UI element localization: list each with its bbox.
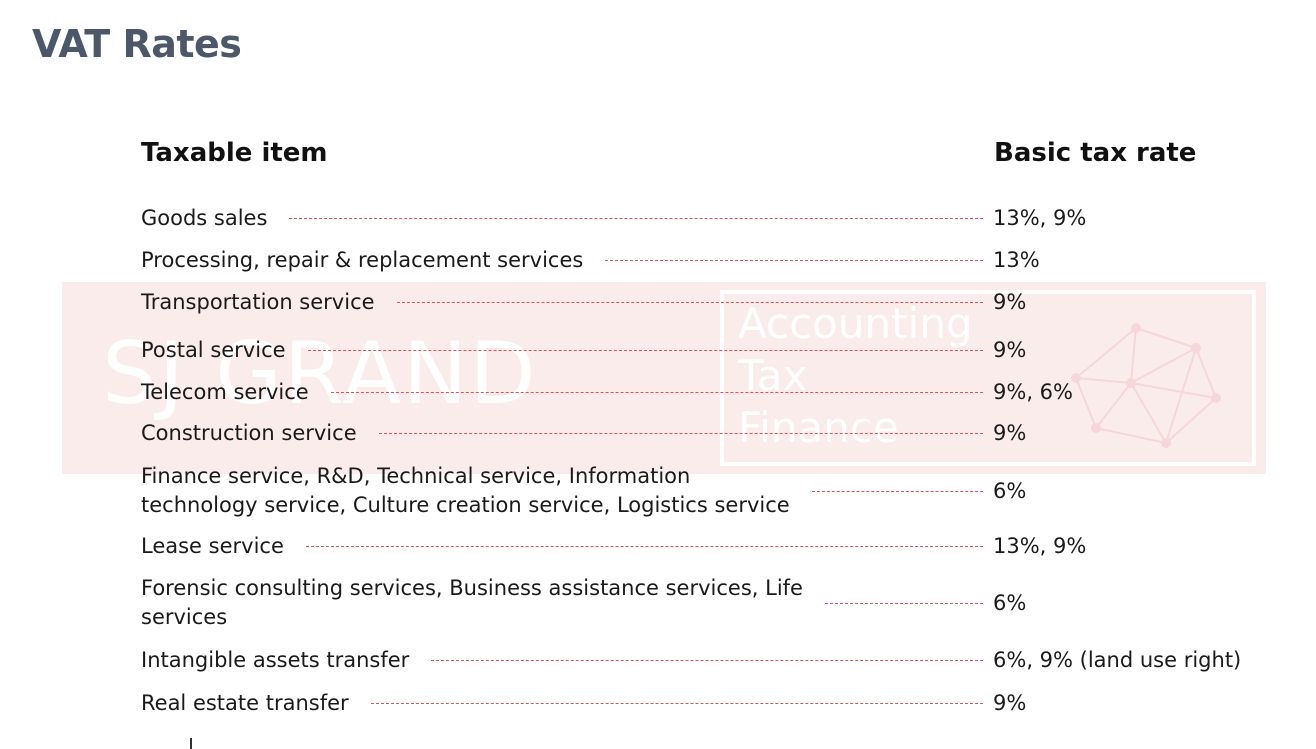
leader-line [305,546,983,547]
row-item-line-1: Forensic consulting services, Business a… [141,576,803,600]
leader-line [289,218,983,219]
row-rate: 9% [993,421,1027,445]
row-rate: 6%, 9% (land use right) [993,648,1242,672]
leader-line [824,602,983,604]
row-rate: 13%, 9% [993,206,1087,230]
row-rate: 9% [993,691,1027,715]
table-row: Finance service, R&D, Technical service,… [141,462,1281,520]
row-item: Construction service [141,421,357,445]
network-logo-icon [1056,308,1226,462]
watermark: SJ GRAND Accounting Tax Finance [62,282,1266,474]
table-row: Real estate transfer 9% [141,689,1281,718]
row-item-line-1: Finance service, R&D, Technical service,… [141,464,691,488]
row-item: Telecom service [141,380,309,404]
row-rate: 9%, 6% [993,380,1073,404]
table-row: Goods sales 13%, 9% [141,204,1281,233]
row-rate: 13% [993,248,1040,272]
text-cursor [190,738,192,749]
row-rate: 6% [993,478,1027,503]
row-item: Real estate transfer [141,691,349,715]
watermark-brand: SJ GRAND [102,324,538,424]
watermark-line-tax: Tax [738,351,808,400]
row-item: Processing, repair & replacement service… [141,248,584,272]
row-rate: 13%, 9% [993,534,1087,558]
row-item: Forensic consulting services, Business a… [141,574,803,632]
table-row: Processing, repair & replacement service… [141,246,1281,275]
leader-line [370,703,983,704]
row-item: Lease service [141,534,284,558]
leader-line [811,490,983,492]
row-item-line-2: technology service, Culture creation ser… [141,493,790,517]
page-title: VAT Rates [32,22,242,66]
table-row: Transportation service 9% [141,288,1281,317]
leader-line [307,350,983,351]
row-item: Finance service, R&D, Technical service,… [141,462,790,520]
leader-line [431,660,983,661]
table-row: Telecom service 9%, 6% [141,378,1281,407]
table-row: Intangible assets transfer 6%, 9% (land … [141,646,1281,675]
row-item: Intangible assets transfer [141,648,410,672]
row-item: Transportation service [141,290,375,314]
column-header-basic-tax-rate: Basic tax rate [994,138,1197,168]
watermark-box: Accounting Tax Finance [720,290,1256,466]
leader-line [330,392,983,393]
column-header-taxable-item: Taxable item [141,138,328,168]
row-rate: 6% [993,590,1027,615]
row-item-line-2: services [141,605,228,629]
row-item: Goods sales [141,206,268,230]
leader-line [605,260,983,261]
row-item: Postal service [141,338,286,362]
leader-line [396,302,983,303]
watermark-lines: Accounting Tax Finance [738,298,973,454]
row-rate: 9% [993,290,1027,314]
table-row: Construction service 9% [141,419,1281,448]
table-row: Lease service 13%, 9% [141,532,1281,561]
table-row: Postal service 9% [141,336,1281,365]
table-row: Forensic consulting services, Business a… [141,574,1281,632]
leader-line [378,433,983,434]
row-rate: 9% [993,338,1027,362]
watermark-line-accounting: Accounting [738,299,973,348]
watermark-line-finance: Finance [738,403,899,452]
